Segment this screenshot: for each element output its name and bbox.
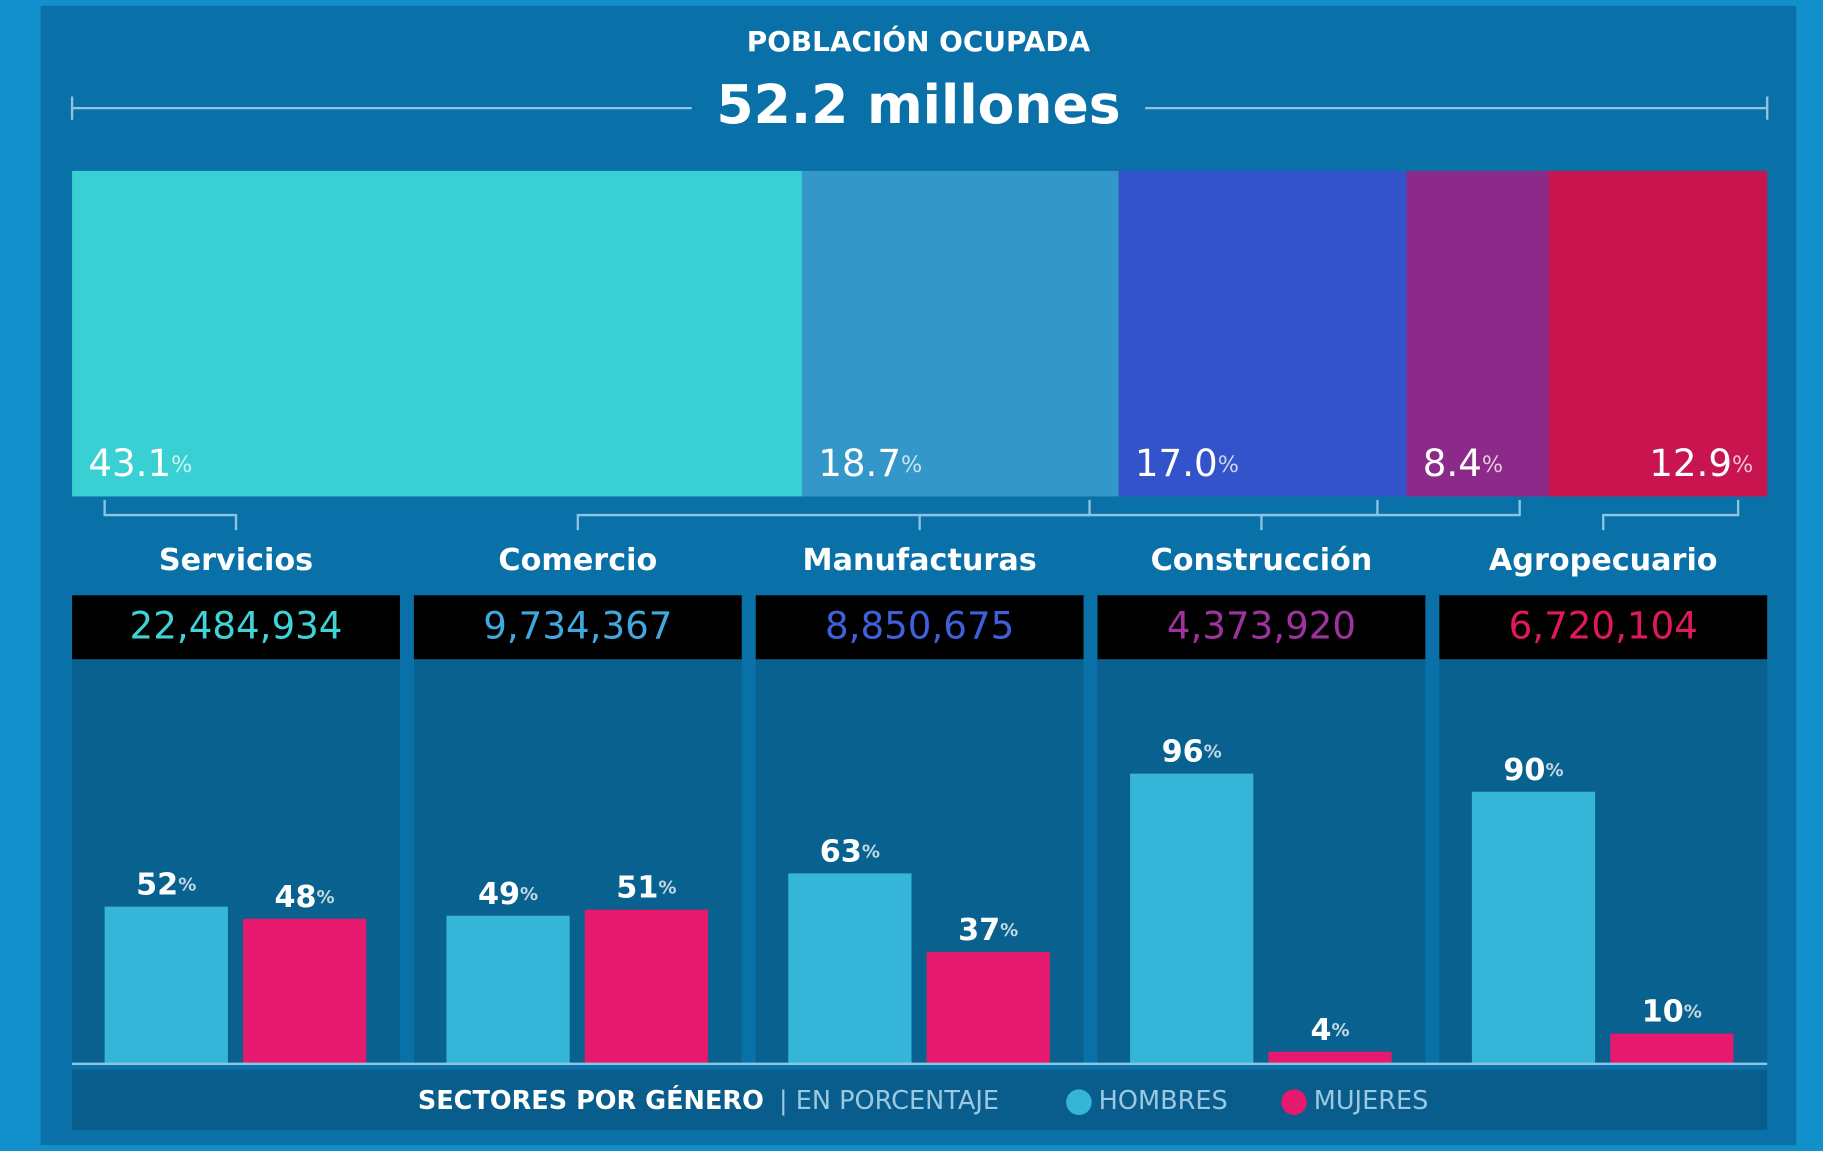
share-label: 17.0% [1135, 441, 1239, 485]
legend-title: SECTORES POR GÉNERO [418, 1086, 764, 1116]
legend-strip [72, 1069, 1768, 1131]
share-segment [1406, 170, 1549, 497]
gender-bar [1130, 773, 1254, 1064]
connector [103, 499, 238, 531]
share-segment [1118, 170, 1407, 497]
connector [576, 499, 1091, 531]
share-label: 43.1% [88, 441, 192, 485]
count-box [1439, 595, 1768, 660]
title: POBLACIÓN OCUPADA [747, 24, 1091, 58]
legend-swatch [1066, 1089, 1092, 1115]
share-label: 8.4% [1423, 441, 1503, 485]
legend-label: HOMBRES [1099, 1086, 1228, 1116]
gender-bar [446, 915, 570, 1064]
gender-bar [788, 873, 912, 1064]
gender-bar [584, 909, 709, 1064]
sector-name: Manufacturas [803, 543, 1037, 578]
gender-label: 48% [274, 879, 334, 914]
share-segment [801, 170, 1119, 497]
count-label: 8,850,675 [825, 603, 1014, 647]
gender-label: 96% [1162, 734, 1222, 769]
total-bracket [70, 96, 1769, 120]
gender-label: 52% [136, 867, 196, 902]
count-box [755, 595, 1084, 660]
legend-swatch [1281, 1089, 1307, 1115]
gender-bar [1610, 1033, 1734, 1064]
count-label: 4,373,920 [1167, 603, 1356, 647]
count-box [1097, 595, 1426, 660]
connector [1602, 499, 1740, 531]
sector-name: Servicios [159, 543, 313, 578]
gender-label: 63% [820, 834, 880, 869]
count-box [72, 595, 400, 660]
gender-bar [104, 906, 228, 1064]
gender-bar [926, 951, 1050, 1064]
gender-bar [1471, 791, 1596, 1064]
legend-subtitle: | EN PORCENTAJE [779, 1086, 999, 1116]
gender-label: 10% [1642, 994, 1702, 1029]
sector-name: Agropecuario [1489, 543, 1718, 578]
legend-label: MUJERES [1314, 1086, 1429, 1116]
gender-label: 4% [1310, 1012, 1349, 1047]
sector-name: Comercio [498, 543, 657, 578]
share-segment [1548, 170, 1768, 497]
connector [1260, 499, 1521, 531]
subtitle: 52.2 millones [716, 73, 1120, 136]
share-label: 12.9% [1649, 441, 1753, 485]
gender-label: 37% [958, 913, 1018, 948]
sector-name: Construcción [1151, 543, 1373, 578]
gender-bar [1268, 1051, 1392, 1064]
gender-label: 51% [616, 870, 676, 905]
gender-bar [242, 918, 367, 1064]
share-label: 18.7% [818, 441, 922, 485]
connector [918, 499, 1379, 531]
gender-label: 49% [478, 876, 538, 911]
count-label: 9,734,367 [483, 603, 672, 647]
count-label: 22,484,934 [130, 603, 343, 647]
gender-label: 90% [1503, 752, 1563, 787]
count-box [413, 595, 742, 660]
share-segment [72, 170, 802, 497]
count-label: 6,720,104 [1509, 603, 1698, 647]
